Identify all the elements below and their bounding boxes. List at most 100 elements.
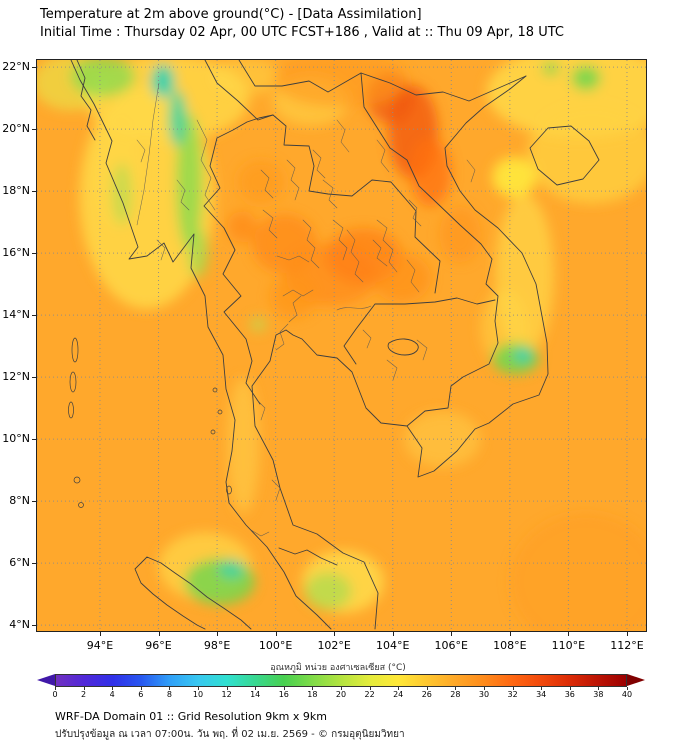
colorbar-tick-label: 30 (478, 690, 490, 699)
lat-tick-label: 12°N (2, 370, 30, 384)
border-laos-vietnam (360, 72, 499, 427)
colorbar-tickmark (255, 687, 257, 690)
graticule-grid (37, 60, 646, 631)
colorbar-tick-label: 14 (250, 690, 261, 699)
lat-tick-label: 14°N (2, 308, 30, 322)
colorbar-label: อุณหภูมิ หน่วย องศาเซลเซียส (°C) (270, 663, 406, 673)
colorbar-tick-label: 36 (564, 690, 575, 699)
lon-tickmark (159, 632, 160, 636)
map-container: 22°N 20°N 18°N 16°N 14°N 12°N 10°N 8°N 6°N 4°N (0, 59, 676, 660)
lat-tick-label: 10°N (2, 432, 30, 446)
lon-tick-label: 96°E (145, 639, 172, 652)
lat-tick-label: 20°N (2, 122, 30, 136)
colorbar-tick-label: 34 (536, 690, 547, 699)
lat-tickmark (32, 439, 36, 440)
colorbar-tick-label: 22 (364, 690, 375, 699)
colorbar-left-arrow (37, 674, 55, 686)
colorbar-tick-label: 0 (52, 690, 58, 699)
colorbar-tickmark (541, 687, 543, 690)
border-thailand-laos (272, 114, 441, 294)
lake-tonle-sap (387, 338, 419, 356)
lon-tick-label: 102°E (317, 639, 351, 652)
colorbar-tick-label: 4 (109, 690, 115, 699)
colorbar-tick-label: 10 (192, 690, 204, 699)
lat-tickmark (32, 315, 36, 316)
islands (68, 337, 232, 508)
lon-tick-label: 108°E (493, 639, 527, 652)
colorbar-tick-label: 38 (593, 690, 604, 699)
lon-tickmark (276, 632, 277, 636)
lat-tickmark (32, 563, 36, 564)
colorbar-tickmark (140, 687, 142, 690)
lon-tick-label: 100°E (258, 639, 293, 652)
lon-tick-label: 106°E (434, 639, 468, 652)
colorbar-tickmark (569, 687, 571, 690)
colorbar-tick-label: 12 (221, 690, 232, 699)
colorbar-tickmark (598, 687, 600, 690)
lat-tickmark (32, 501, 36, 502)
figure-footer: WRF-DA Domain 01 :: Grid Resolution 9km … (55, 710, 405, 742)
colorbar-tickmark (455, 687, 457, 690)
colorbar-tickmark (512, 687, 514, 690)
colorbar-tick-label: 24 (393, 690, 404, 699)
coastline-sumatra (134, 556, 252, 630)
colorbar-tickmark (283, 687, 285, 690)
lon-tickmark (217, 632, 218, 636)
colorbar-tick-label: 6 (138, 690, 144, 699)
colorbar-tickmark (83, 687, 85, 690)
lat-tickmark (32, 625, 36, 626)
colorbar-tickmark (627, 687, 628, 690)
colorbar-block: อุณหภูมิ หน่วย องศาเซลเซียส (°C) 0 2 4 6 8 10… (0, 660, 676, 706)
temperature-field (37, 60, 646, 631)
lon-tick-label: 94°E (86, 639, 114, 652)
colorbar-tick-label: 40 (621, 690, 633, 699)
lon-tickmark (100, 632, 101, 636)
border-thailand-cambodia (343, 297, 496, 365)
colorbar-tickmark (369, 687, 371, 690)
lat-tick-label: 4°N (9, 618, 30, 632)
lat-tickmark (32, 377, 36, 378)
lon-tickmark (451, 632, 452, 636)
lon-tick-label: 112°E (610, 639, 644, 652)
lon-tickmark (568, 632, 569, 636)
temperature-map (37, 60, 646, 631)
domain-info: WRF-DA Domain 01 :: Grid Resolution 9km … (55, 710, 327, 723)
province-borders (136, 82, 476, 537)
colorbar-tickmark (198, 687, 199, 690)
colorbar-right-arrow (627, 674, 645, 686)
lat-tick-label: 16°N (2, 246, 30, 260)
colorbar-gradient (55, 674, 627, 687)
colorbar-tickmark (169, 687, 171, 690)
lon-tick-label: 110°E (551, 639, 586, 652)
colorbar-tick-label: 2 (81, 690, 87, 699)
lat-tick-label: 22°N (2, 60, 30, 74)
lat-tickmark (32, 253, 36, 254)
colorbar-tickmark (426, 687, 428, 690)
colorbar-tick-label: 28 (450, 690, 461, 699)
colorbar-tickmark (55, 687, 56, 690)
lat-tickmark (32, 191, 36, 192)
colorbar-tick-label: 16 (278, 690, 289, 699)
map-canvas (36, 59, 647, 632)
lon-tickmark (393, 632, 394, 636)
colorbar-tick-label: 20 (335, 690, 347, 699)
lon-tick-label: 104°E (376, 639, 410, 652)
colorbar-tickmark (312, 687, 314, 690)
update-info: ปรับปรุงข้อมูล ณ เวลา 07:00น. วัน พฤ. ที… (55, 729, 405, 740)
lon-tickmark (627, 632, 628, 636)
lon-tickmark (334, 632, 335, 636)
colorbar-tick-label: 32 (507, 690, 518, 699)
colorbar-tick-label: 8 (166, 690, 172, 699)
lat-tick-label: 18°N (2, 184, 30, 198)
lat-tickmark (32, 129, 36, 130)
lat-tick-label: 8°N (9, 494, 30, 508)
coastline-gulf (251, 75, 549, 630)
lon-tickmark (510, 632, 511, 636)
colorbar-tickmark (112, 687, 114, 690)
map-title: Temperature at 2m above ground(°C) - [Da… (40, 7, 422, 22)
lat-axis: 22°N 20°N 18°N 16°N 14°N 12°N 10°N 8°N 6°N 4°N (0, 60, 36, 631)
colorbar-tickmark (341, 687, 342, 690)
colorbar-tick-label: 26 (421, 690, 432, 699)
lat-tickmark (32, 67, 36, 68)
coastline-west (70, 60, 332, 630)
